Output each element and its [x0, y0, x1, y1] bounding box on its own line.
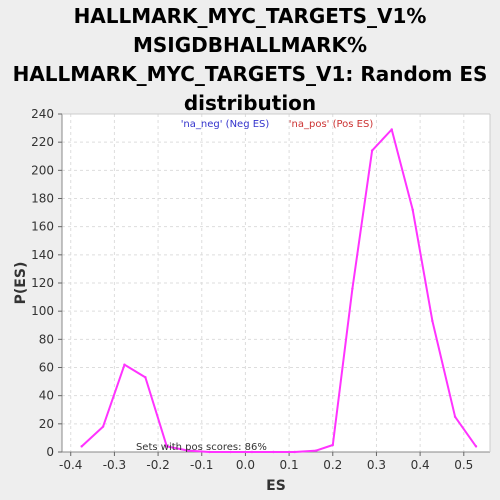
y-tick-label: 0	[46, 445, 54, 459]
legend-entry-neg: 'na_neg' (Neg ES)	[181, 119, 270, 130]
x-tick-label: -0.2	[146, 458, 169, 472]
data-point	[165, 445, 169, 448]
data-point	[229, 450, 232, 454]
data-point	[351, 287, 354, 290]
title-line-3: HALLMARK_MYC_TARGETS_V1: Random ES	[12, 62, 488, 86]
y-tick-label: 160	[31, 220, 54, 234]
data-point	[411, 208, 414, 211]
data-point	[314, 449, 318, 452]
y-tick-label: 200	[31, 163, 54, 177]
data-point	[80, 445, 83, 448]
title-line-2: MSIGDBHALLMARK%	[132, 33, 368, 57]
data-point	[390, 128, 393, 131]
title-line-4: distribution	[183, 91, 317, 115]
x-tick-label: -0.1	[190, 458, 213, 472]
y-tick-label: 60	[39, 361, 54, 375]
y-tick-label: 120	[31, 276, 54, 290]
data-point	[331, 443, 334, 447]
y-tick-label: 240	[31, 107, 54, 121]
y-axis-label: P(ES)	[13, 262, 29, 305]
x-tick-label: 0.1	[280, 458, 299, 472]
x-tick-label: 0.0	[236, 458, 255, 472]
title-line-1: HALLMARK_MYC_TARGETS_V1%	[73, 4, 427, 28]
data-point	[293, 450, 296, 454]
y-tick-label: 180	[31, 192, 54, 206]
x-tick-label: -0.4	[59, 458, 82, 472]
data-point	[144, 376, 147, 379]
y-tick-label: 100	[31, 304, 54, 318]
data-point	[187, 449, 190, 452]
y-tick-label: 40	[39, 389, 54, 403]
ticks: 0 20 40 60 80 100 120 140 160 180 200 220 240 -0.4 -0.…	[31, 107, 473, 472]
y-tick-label: 220	[31, 135, 54, 149]
y-tick-label: 20	[39, 417, 54, 431]
data-point	[123, 363, 126, 366]
x-tick-label: 0.2	[323, 458, 342, 472]
grid	[62, 113, 490, 453]
series-line	[81, 128, 477, 453]
x-tick-label: 0.5	[454, 458, 473, 472]
data-point	[431, 319, 434, 323]
data-point	[250, 450, 254, 454]
x-axis-label: ES	[266, 478, 286, 494]
data-point	[453, 415, 457, 418]
x-tick-label: 0.3	[367, 458, 386, 472]
data-point	[370, 149, 374, 152]
pos-scores-annotation: Sets with pos scores: 86%	[136, 442, 267, 453]
chart-title: HALLMARK_MYC_TARGETS_V1% MSIGDBHALLMARK%…	[0, 2, 500, 118]
data-point	[101, 425, 105, 428]
y-tick-label: 80	[39, 332, 54, 346]
series-layer	[80, 128, 478, 454]
x-tick-label: -0.3	[103, 458, 126, 472]
data-point	[208, 450, 211, 454]
x-tick-label: 0.4	[411, 458, 430, 472]
data-point	[474, 445, 478, 448]
y-tick-label: 140	[31, 248, 54, 262]
data-point	[272, 450, 275, 454]
legend-entry-pos: 'na_pos' (Pos ES)	[289, 119, 374, 130]
